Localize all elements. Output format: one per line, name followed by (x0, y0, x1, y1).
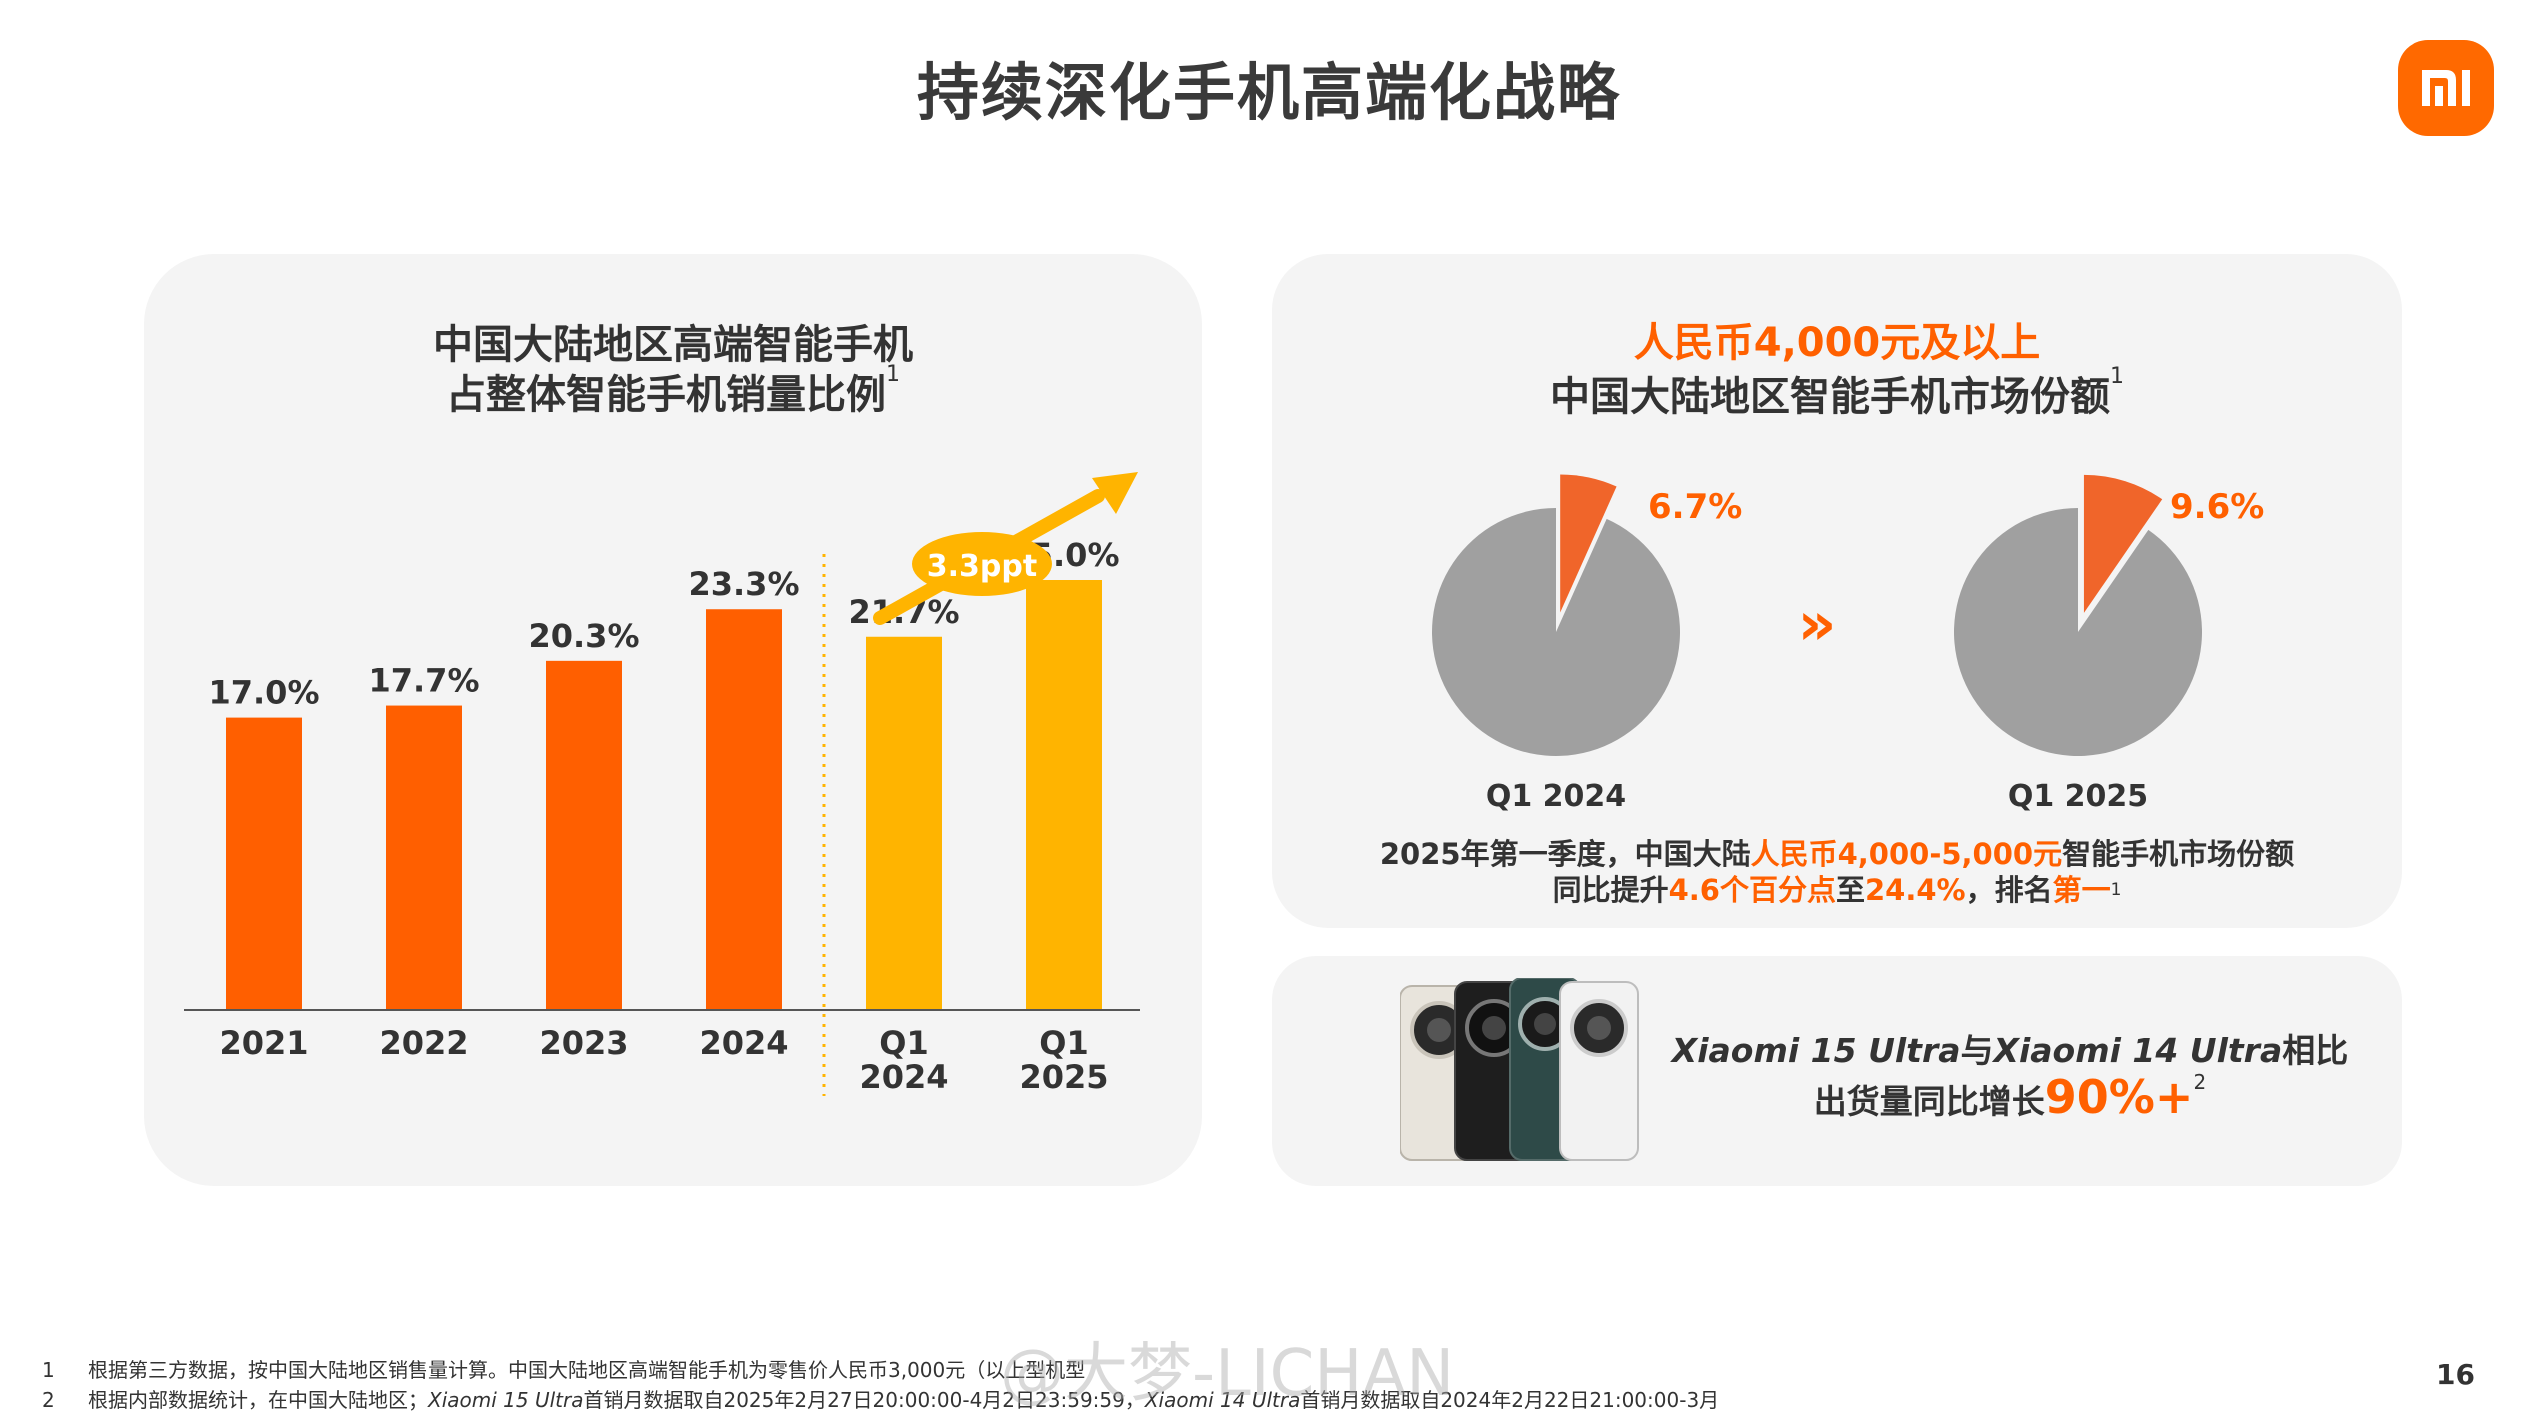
pie-rest-slice (1954, 508, 2202, 756)
pie-value-label: 9.6% (2170, 487, 2264, 527)
footnote-1: 1 根据第三方数据，按中国大陆地区销售量计算。中国大陆地区高端智能手机为零售价人民… (42, 1358, 1086, 1382)
comparison-line1: Xiaomi 15 Ultra与Xiaomi 14 Ultra相比 (1671, 1031, 2349, 1070)
x-tick-label: Q1 (879, 1024, 928, 1062)
bar-value-label: 23.3% (688, 565, 799, 603)
watermark: @大梦-LICHAN (1000, 1337, 1455, 1411)
double-chevron-icon: » (1798, 589, 1837, 659)
x-tick-label: 2021 (219, 1024, 308, 1062)
mi-logo-icon (2422, 70, 2470, 106)
bar-q1-2024 (866, 636, 942, 1010)
bar-value-label: 20.3% (528, 617, 639, 655)
bar-2021 (226, 717, 302, 1010)
pie-chart: 6.7% Q1 2024 9.6% Q1 2025 » (1432, 474, 2264, 814)
x-tick-label: 2025 (1019, 1058, 1108, 1096)
x-tick-label: 2023 (539, 1024, 628, 1062)
xiaomi-logo (2398, 40, 2494, 136)
bar-value-label: 17.0% (208, 674, 319, 712)
bar-chart: 17.0%202117.7%202220.3%202323.3%202421.7… (184, 472, 1140, 1096)
phone-4 (1559, 981, 1639, 1161)
x-tick-label: 2024 (699, 1024, 788, 1062)
pie-note-line2: 同比提升4.6个百分点至24.4%，排名第一1 (1552, 873, 2122, 907)
phones-image (1400, 978, 1639, 1161)
pie-period-label: Q1 2025 (2008, 779, 2148, 814)
x-tick-label: Q1 (1039, 1024, 1088, 1062)
bar-q1-2025 (1026, 580, 1102, 1010)
pie-chart-title-line1: 人民币4,000元及以上 (1633, 320, 2041, 366)
comparison-line2: 出货量同比增长90%+2 (1813, 1070, 2207, 1124)
bar-2022 (386, 705, 462, 1010)
page-title: 持续深化手机高端化战略 (916, 56, 1621, 129)
bar-2023 (546, 660, 622, 1010)
bar-value-label: 17.7% (368, 662, 479, 700)
growth-arrow-head (1092, 472, 1138, 514)
pie-rest-slice (1432, 508, 1680, 756)
pie-share-slice (1560, 474, 1617, 613)
bar-chart-title-line2: 占整体智能手机销量比例1 (446, 362, 900, 418)
growth-badge (912, 532, 1052, 596)
pie-period-label: Q1 2024 (1486, 779, 1626, 814)
x-tick-label: 2022 (379, 1024, 468, 1062)
growth-badge-label: 3.3ppt (927, 549, 1037, 584)
bar-chart-title-line1: 中国大陆地区高端智能手机 (433, 322, 913, 368)
pie-value-label: 6.7% (1648, 487, 1742, 527)
pie-note-line1: 2025年第一季度，中国大陆人民币4,000-5,000元智能手机市场份额 (1379, 837, 2295, 871)
pie-chart-title-line2: 中国大陆地区智能手机市场份额1 (1550, 364, 2124, 420)
footnote-2: 2 根据内部数据统计，在中国大陆地区；Xiaomi 15 Ultra首销月数据取自… (42, 1388, 1720, 1412)
left-panel (144, 254, 1202, 1186)
bar-2024 (706, 609, 782, 1010)
x-tick-label: 2024 (859, 1058, 948, 1096)
page-number: 16 (2436, 1358, 2475, 1391)
pie-share-slice (2083, 474, 2163, 613)
